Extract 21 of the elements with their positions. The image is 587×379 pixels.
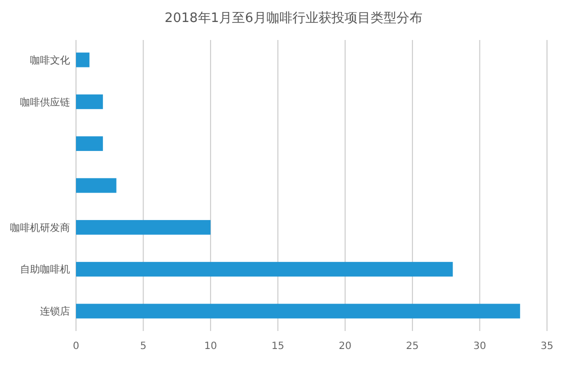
y-tick-label: 连锁店 <box>40 306 70 318</box>
x-tick-label: 30 <box>473 341 486 352</box>
x-tick-label: 5 <box>140 341 146 352</box>
y-tick-label: 咖啡供应链 <box>20 96 70 108</box>
bar <box>76 52 90 68</box>
x-tick-label: 15 <box>271 341 284 352</box>
bar <box>76 262 453 277</box>
x-tick-label: 0 <box>72 341 80 352</box>
y-tick-label: 咖啡机研发商 <box>10 222 70 234</box>
y-tick-label: 咖啡文化 <box>30 54 70 66</box>
y-tick-label: 自助咖啡机 <box>20 264 70 276</box>
bar <box>76 304 520 318</box>
bar <box>76 94 103 110</box>
x-tick-label: 35 <box>540 341 554 352</box>
x-tick-label: 20 <box>338 341 352 352</box>
bar <box>76 220 211 235</box>
chart-title: 2018年1月至6月咖啡行业获投项目类型分布 <box>164 11 422 26</box>
bar <box>76 178 116 193</box>
x-tick-label: 25 <box>406 341 419 352</box>
x-tick-label: 10 <box>204 341 217 352</box>
bar <box>76 136 103 151</box>
